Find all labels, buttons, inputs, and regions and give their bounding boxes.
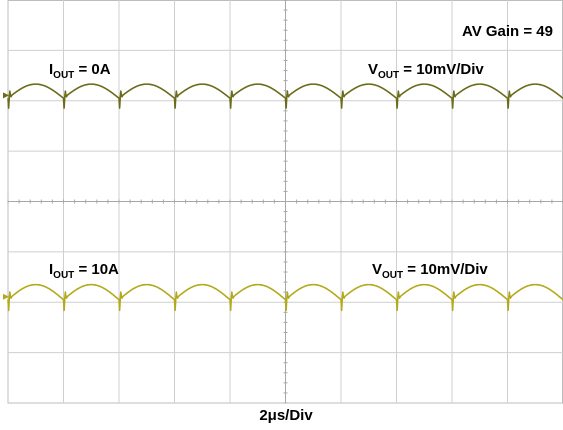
vout-trace-10a [7, 283, 563, 312]
channel-marker-upper [3, 92, 9, 99]
x-axis-label: 2μs/Div [259, 407, 313, 424]
gain-annotation: AV Gain = 49 [462, 23, 553, 40]
lower-load-label: IOUT = 10A [49, 261, 119, 281]
lower-scale-label: VOUT = 10mV/Div [372, 261, 488, 281]
upper-scale-label: VOUT = 10mV/Div [368, 61, 484, 81]
grid [7, 0, 563, 404]
traces [3, 83, 563, 312]
upper-load-label: IOUT = 0A [49, 61, 111, 81]
channel-marker-lower [3, 293, 9, 300]
vout-trace-0a [7, 83, 563, 109]
